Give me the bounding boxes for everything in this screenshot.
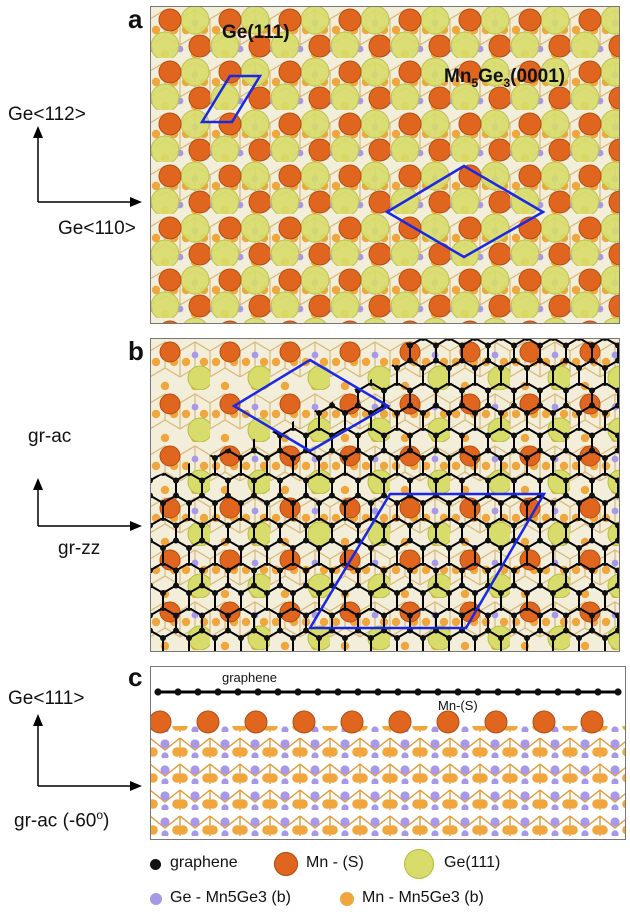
legend: graphene Mn - (S) Ge(111) Ge - Mn5Ge3 (b… [0,846,630,921]
ge111-region-label: Ge(111) [222,22,290,43]
mn5ge3-region-label: Mn5Ge3(0001) [444,66,566,90]
panel-label-c: c [128,662,143,692]
panel-b-crystal [150,338,620,652]
ge111-unit-cell-outline [199,74,263,124]
graphene-layer-label: graphene [222,670,277,685]
panel-b-small-cell-outline [231,358,391,453]
panel-c-side-view [150,666,626,840]
panel-a-axis-right-label: Ge<110> [58,218,136,239]
panel-label-a: a [128,4,143,34]
panel-b-axes [33,478,142,531]
mn-s-layer-label: Mn-(S) [438,698,478,713]
panel-a-axis-up-label: Ge<112> [8,104,86,125]
legend-label-ge-b: Ge - Mn5Ge3 (b) [170,889,291,906]
panel-label-b: b [128,336,144,366]
panel-c-axis-right-label: gr-ac (-60o) [14,808,110,832]
panel-a-axes [33,126,142,207]
legend-label-mn-s: Mn - (S) [306,854,364,871]
legend-label-graphene: graphene [170,854,238,871]
legend-swatch-ge-b [150,893,162,905]
legend-swatch-mn-b [340,892,354,906]
legend-swatch-ge111 [404,849,434,879]
panel-a-crystal [150,6,620,324]
panel-c-axis-up-label: Ge<111> [8,688,85,709]
panel-c-axes [33,714,142,791]
panel-b-large-cell-outline [307,492,547,630]
legend-swatch-graphene [150,859,161,870]
panel-b-axis-up-label: gr-ac [28,426,72,447]
panel-b-axis-right-label: gr-zz [58,538,101,559]
legend-swatch-mn-s [274,852,298,876]
legend-label-ge111: Ge(111) [444,854,501,871]
legend-label-mn-b: Mn - Mn5Ge3 (b) [362,889,484,906]
mn5ge3-unit-cell-outline [384,164,546,259]
